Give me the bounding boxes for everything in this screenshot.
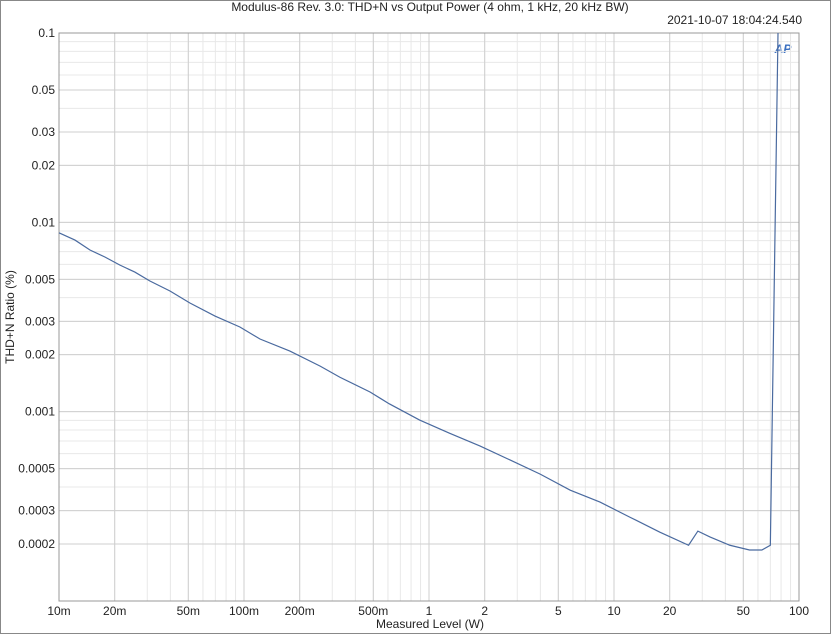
plot-border — [58, 32, 800, 602]
x-tick-label: 5 — [555, 604, 562, 618]
y-tick-label: 0.02 — [32, 158, 56, 172]
y-tick-label: 0.0003 — [18, 504, 55, 518]
y-tick-label: 0.0005 — [18, 462, 55, 476]
x-tick-label: 50 — [737, 604, 751, 618]
x-tick-label: 100m — [229, 604, 259, 618]
x-tick-label: 10 — [607, 604, 621, 618]
y-tick-label: 0.0002 — [18, 537, 55, 551]
x-axis-label: Measured Level (W) — [376, 617, 484, 631]
x-tick-label: 20m — [103, 604, 126, 618]
y-tick-label: 0.001 — [25, 405, 55, 419]
y-tick-label: 0.003 — [25, 314, 55, 328]
timestamp: 2021-10-07 18:04:24.540 — [667, 13, 802, 27]
y-tick-label: 0.1 — [38, 26, 55, 40]
x-tick-label: 100 — [789, 604, 809, 618]
y-axis-label: THD+N Ratio (%) — [3, 270, 17, 364]
x-tick-label: 20 — [663, 604, 677, 618]
y-tick-label: 0.05 — [32, 83, 56, 97]
y-tick-label: 0.005 — [25, 272, 55, 286]
x-tick-label: 10m — [47, 604, 70, 618]
x-tick-label: 1 — [426, 604, 433, 618]
x-tick-label: 2 — [481, 604, 488, 618]
x-tick-label: 50m — [177, 604, 200, 618]
y-tick-label: 0.01 — [32, 215, 56, 229]
logo: AP — [774, 42, 793, 56]
y-tick-label: 0.002 — [25, 348, 55, 362]
line — [58, 32, 779, 551]
x-tick-label: 500m — [358, 604, 388, 618]
x-tick-label: 200m — [285, 604, 315, 618]
chart-title: Modulus-86 Rev. 3.0: THD+N vs Output Pow… — [231, 0, 628, 14]
y-tick-label: 0.03 — [32, 125, 56, 139]
